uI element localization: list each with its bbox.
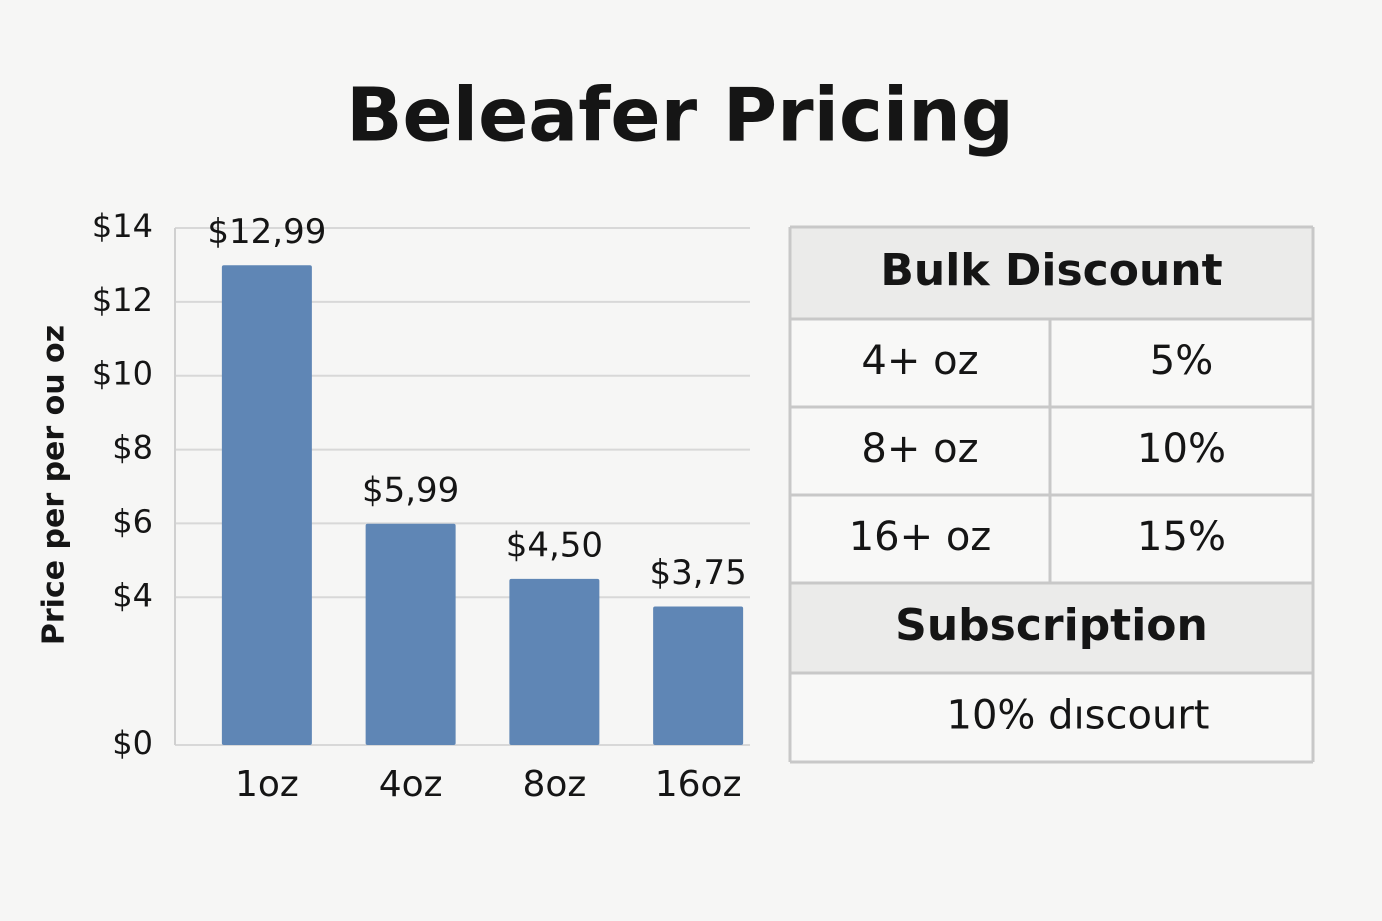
- y-tick-label: $14: [92, 207, 153, 245]
- data-label: $12,99: [207, 212, 326, 252]
- table-header-bg: [790, 227, 1313, 319]
- bar: [653, 606, 744, 745]
- bar: [365, 523, 456, 745]
- bar: [221, 265, 312, 745]
- data-label: $3,75: [649, 553, 746, 593]
- bar: [509, 578, 600, 745]
- table-cell: 8+ oz: [861, 426, 978, 472]
- x-tick-label: 8oz: [522, 764, 586, 805]
- table-cell: 10%: [1137, 426, 1226, 472]
- table-subscription-title: Subscription: [895, 600, 1208, 651]
- table-subscription-text: 10% dıscourt: [947, 693, 1210, 739]
- table-sub-bg: [790, 583, 1313, 673]
- x-tick-label: 1oz: [235, 764, 299, 805]
- y-tick-label: $10: [92, 355, 153, 393]
- y-axis-label: Price per per ou oz: [37, 325, 72, 645]
- x-tick-label: 16oz: [655, 764, 742, 805]
- y-tick-label: $0: [112, 724, 153, 762]
- table-cell: 5%: [1150, 338, 1213, 384]
- y-tick-label: $6: [112, 502, 153, 540]
- data-label: $5,99: [362, 470, 459, 510]
- table-title: Bulk Discount: [880, 245, 1222, 296]
- table-cell: 16+ oz: [849, 514, 992, 560]
- table-sub-body-bg: [790, 673, 1313, 762]
- y-tick-label: $8: [112, 429, 153, 467]
- data-label: $4,50: [506, 525, 603, 565]
- table-cell: 4+ oz: [861, 338, 978, 384]
- y-tick-label: $12: [92, 281, 153, 319]
- table-cell: 15%: [1137, 514, 1226, 560]
- chart-title: Beleafer Pricing: [346, 73, 1014, 159]
- x-tick-label: 4oz: [379, 764, 443, 805]
- y-tick-label: $4: [112, 576, 153, 614]
